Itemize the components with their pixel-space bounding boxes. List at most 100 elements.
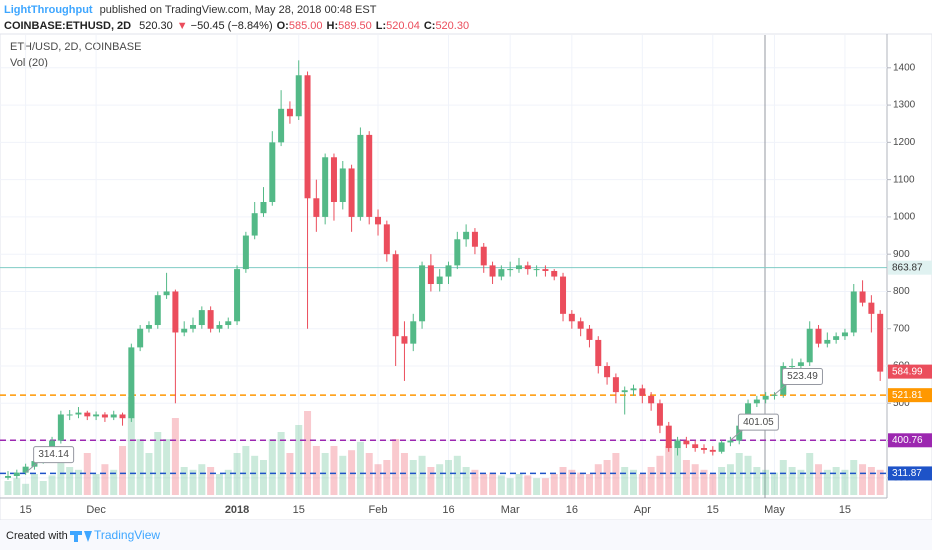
volume-bar [453,455,461,495]
volume-bar [348,450,356,495]
volume-bar [867,467,875,495]
candle-body [674,440,681,449]
candle-body [648,395,655,404]
volume-bar [330,446,338,495]
volume-bar [233,453,241,495]
candle-body [207,310,214,329]
volume-bar [198,464,206,495]
volume-bar [682,460,690,495]
volume-bar [630,469,638,495]
volume-bar [841,469,849,495]
volume-bar [779,460,787,495]
candle-body [93,414,100,417]
candle-body [489,265,496,277]
volume-bar [550,474,558,495]
x-tick-label: Dec [86,504,106,516]
volume-bar [66,467,74,495]
volume-bar [691,464,699,495]
candle-body [242,235,249,270]
price-tag [888,388,932,403]
candle-body [419,265,426,322]
volume-bar [621,467,629,495]
callout-box [781,368,823,386]
volume-bar [577,472,585,495]
volume-bar [506,478,514,495]
callout-label: 314.14 [38,449,69,460]
candle-body [101,414,108,418]
candle-body [498,269,505,277]
volume-bar [859,464,867,495]
volume-bar [295,425,303,495]
volume-bar [48,475,56,495]
candle-body [436,276,443,285]
quote-label: L: [376,20,386,32]
volume-bar [339,455,347,495]
candle-body [551,270,558,277]
volume-bar [559,467,567,495]
candle-body [392,254,399,337]
change-arrow: ▼ [177,20,188,32]
candle-body [119,414,126,419]
volume-bar [647,467,655,495]
candle-body [198,310,205,326]
candle-body [797,362,804,367]
price-tag-label: 521.81 [892,390,923,401]
callout-box [33,446,75,464]
candle-body [181,328,188,333]
price-tag-label: 400.76 [892,435,923,446]
candle-body [771,394,778,396]
footer-brand[interactable]: TradingView [94,528,160,542]
volume-bar [753,467,761,495]
candle-body [656,403,663,426]
candle-body [859,291,866,303]
y-tick-label: 1300 [893,100,916,111]
candle-body [57,414,64,441]
volume-bar [127,397,135,495]
candle-body [84,412,91,417]
volume-bar [638,474,646,495]
candle-body [560,276,567,314]
volume-bar [119,446,127,495]
candle-body [841,332,848,337]
volume-bar [154,432,162,495]
volume-bar [13,478,21,495]
volume-bar [312,446,320,495]
candle-body [568,313,575,322]
candle-body [727,440,734,443]
change: −50.45 (−8.84%) [191,20,273,32]
candle-body [163,291,170,296]
footer-created: Created with [6,530,68,542]
volume-bar [806,453,814,495]
candle-body [75,412,82,415]
candle-body [427,265,434,285]
candle-body [375,216,382,225]
author[interactable]: LightThroughput [4,4,93,16]
quote-value: 589.50 [338,20,372,32]
volume-bar [180,467,188,495]
volume-bar [850,460,858,495]
candle-body [692,444,699,449]
x-tick-label: 16 [442,504,454,516]
volume-bar [797,469,805,495]
volume-bar [286,453,294,495]
y-tick-label: 800 [893,286,910,297]
candle-body [683,440,690,445]
x-tick-label: 2018 [225,504,249,516]
volume-bar [876,469,884,495]
candle-body [868,302,875,314]
candle-body [190,325,197,329]
candle-body [128,347,135,419]
volume-bar [101,464,109,495]
volume-bar [22,483,30,495]
candle-body [789,366,796,368]
candle-body [480,246,487,266]
volume-bar [436,464,444,495]
x-tick-label: 16 [566,504,578,516]
volume-bar [74,469,82,495]
volume-bar [92,474,100,495]
y-tick-label: 1200 [893,137,916,148]
candle-body [604,366,611,378]
